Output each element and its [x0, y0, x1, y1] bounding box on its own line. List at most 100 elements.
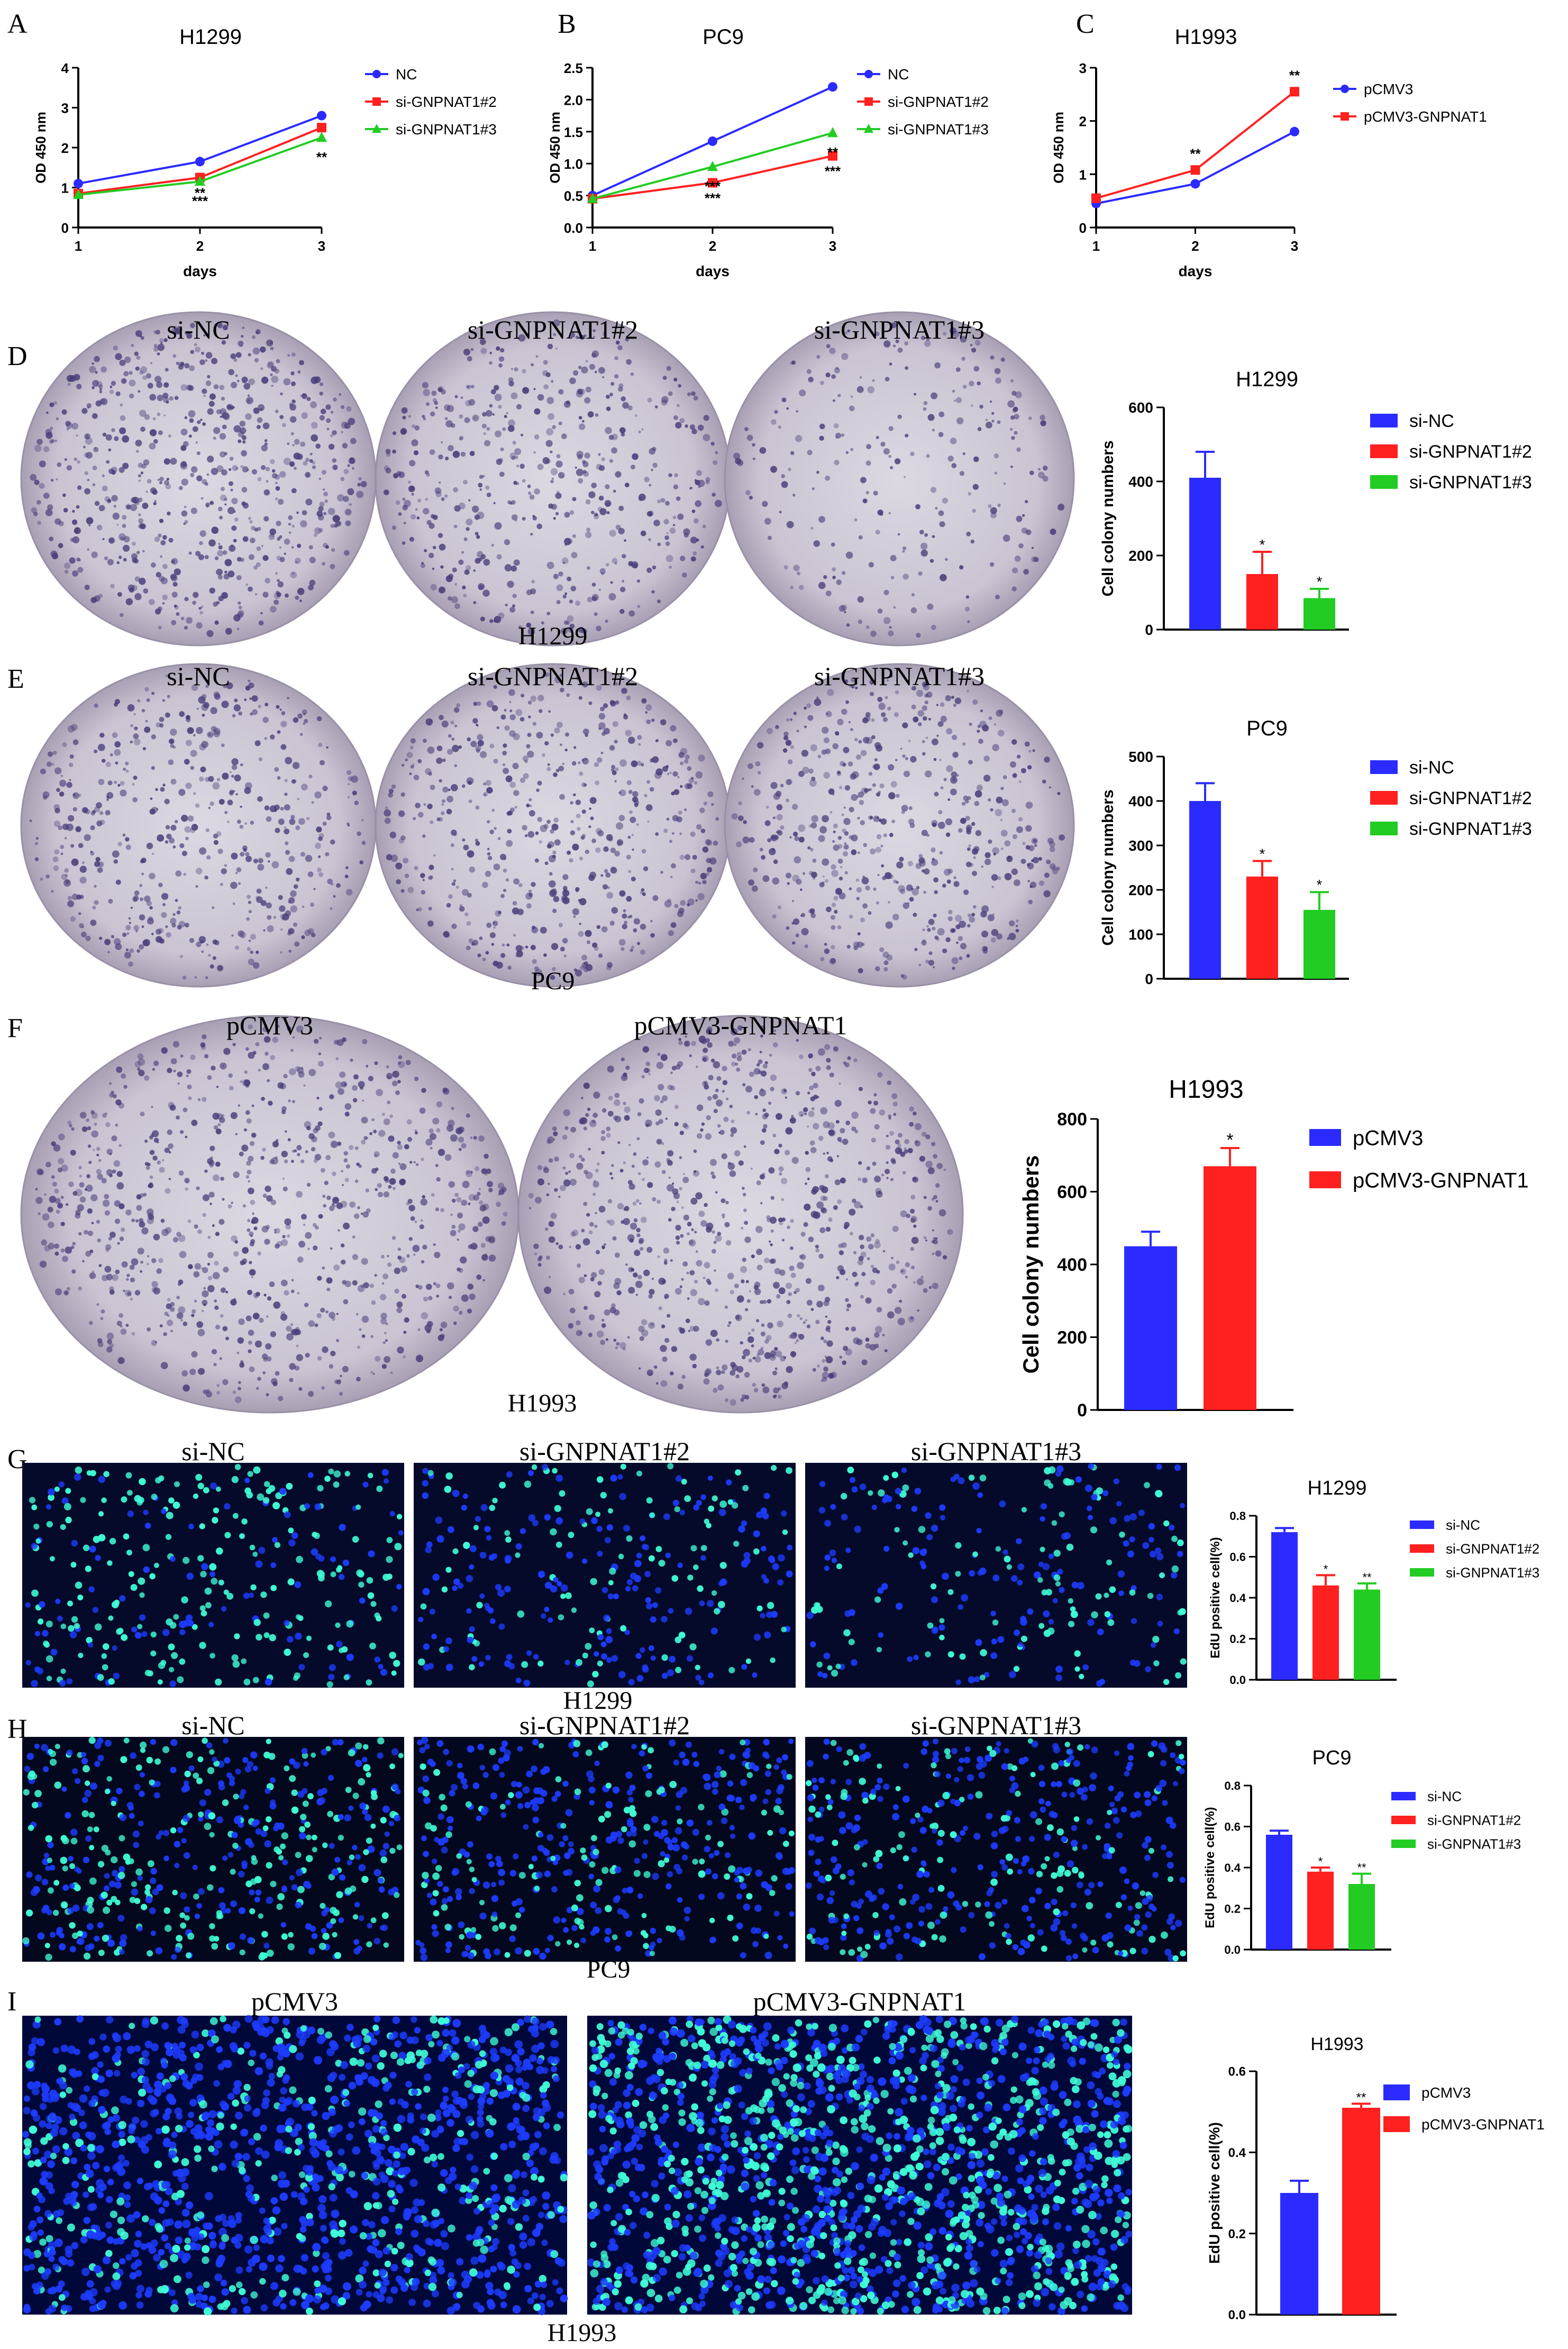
colony-dot: [716, 1366, 719, 1370]
colony-dot: [142, 747, 146, 751]
colony-dot: [535, 831, 539, 835]
colony-dot: [348, 824, 350, 827]
colony-dot: [54, 1251, 59, 1256]
colony-dot: [797, 571, 800, 576]
colony-dot: [224, 559, 232, 567]
colony-dot: [132, 557, 138, 563]
colony-dot: [451, 1225, 456, 1229]
colony-dot: [508, 689, 515, 696]
colony-dot: [512, 907, 519, 915]
colony-dot: [890, 466, 894, 469]
colony-dot: [731, 1028, 738, 1035]
colony-dot: [758, 1349, 764, 1355]
colony-dot: [125, 844, 131, 850]
colony-dot: [145, 373, 151, 379]
colony-dot: [389, 832, 397, 839]
colony-dot: [448, 734, 452, 738]
colony-dot: [407, 1198, 413, 1204]
colony-dot: [297, 1292, 299, 1295]
colony-dot: [53, 865, 59, 871]
x-tick-label: 1: [589, 238, 596, 254]
colony-dot: [664, 1294, 669, 1299]
colony-dot: [412, 1244, 420, 1252]
colony-dot: [600, 1340, 606, 1345]
colony-dot: [208, 400, 215, 407]
colony-dot: [343, 469, 349, 475]
colony-dot: [815, 1066, 821, 1071]
colony-dot: [616, 1290, 622, 1296]
colony-dot: [961, 802, 966, 806]
colony-dot: [823, 772, 831, 779]
colony-dot: [106, 498, 112, 504]
colony-dot: [174, 327, 181, 335]
colony-dot: [797, 1314, 800, 1318]
colony-dot: [746, 1299, 751, 1303]
colony-dot: [414, 1221, 417, 1223]
colony-dot: [215, 1128, 222, 1135]
colony-dot: [53, 1144, 61, 1152]
colony-dot: [430, 820, 434, 824]
colony-dot: [432, 1117, 440, 1125]
colony-dot: [545, 672, 550, 677]
colony-dot: [171, 330, 174, 332]
colony-dot: [273, 916, 276, 919]
colony-dot: [435, 406, 438, 409]
colony-dot: [202, 1097, 207, 1102]
colony-dot: [271, 376, 279, 384]
colony-dot: [153, 439, 158, 444]
colony-dot: [578, 761, 581, 764]
colony-dot: [648, 1294, 653, 1299]
colony-dot: [968, 844, 972, 848]
colony-dot: [514, 455, 518, 459]
colony-dot: [409, 460, 416, 467]
colony-dot: [562, 595, 567, 599]
colony-dot: [735, 458, 742, 465]
colony-dot: [774, 1367, 778, 1370]
colony-dot: [584, 1306, 588, 1310]
colony-dot: [226, 404, 232, 410]
colony-dot: [858, 968, 863, 973]
colony-dot: [742, 1083, 746, 1087]
colony-dot: [946, 879, 951, 884]
colony-dot: [554, 676, 561, 684]
colony-dot: [632, 791, 639, 797]
colony-dot: [902, 546, 907, 551]
colony-dot: [136, 551, 140, 554]
colony-dot: [63, 508, 68, 513]
colony-dot: [601, 1130, 605, 1134]
colony-dot: [712, 493, 716, 497]
colony-dot: [562, 561, 565, 564]
colony-dot: [284, 1218, 291, 1225]
colony-dot: [251, 1219, 255, 1224]
colony-dot: [489, 743, 495, 749]
colony-dot: [606, 965, 612, 971]
colony-dot: [154, 1341, 157, 1344]
colony-dot: [977, 427, 982, 431]
colony-dot: [441, 497, 445, 501]
colony-dot: [265, 886, 268, 889]
colony-dot: [584, 334, 587, 338]
colony-dot: [35, 1197, 43, 1204]
colony-dot: [751, 785, 754, 788]
colony-dot: [1031, 547, 1034, 549]
colony-dot: [252, 335, 256, 339]
colony-dot: [285, 593, 289, 598]
colony-dot: [379, 1294, 387, 1300]
colony-dot: [383, 489, 389, 495]
colony-dot: [357, 1285, 365, 1292]
colony-dot: [54, 439, 58, 442]
colony-dot: [248, 1340, 252, 1345]
colony-dot: [265, 852, 271, 858]
colony-dot: [409, 1161, 413, 1164]
colony-dot: [326, 1195, 331, 1200]
dish-plate: [20, 1015, 519, 1414]
colony-dot: [377, 1183, 382, 1188]
colony-dot: [1002, 534, 1010, 542]
colony-dot: [980, 709, 983, 713]
colony-dot: [532, 722, 537, 726]
colony-dot: [786, 798, 790, 803]
colony-dot: [509, 714, 516, 721]
colony-dot: [308, 1391, 314, 1397]
bar: [1280, 2193, 1318, 2315]
colony-dot: [318, 477, 322, 480]
